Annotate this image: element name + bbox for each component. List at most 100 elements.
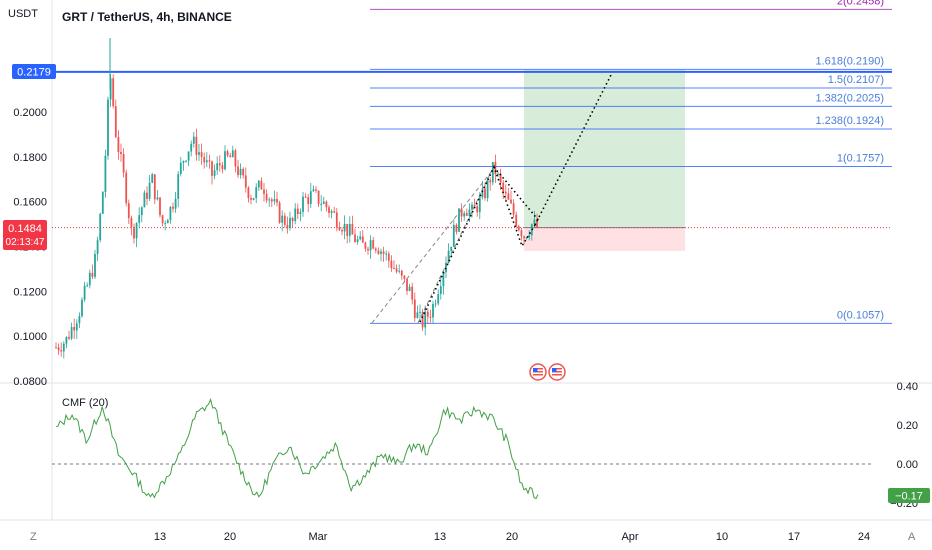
candle-body bbox=[395, 268, 398, 272]
candle-body bbox=[203, 156, 206, 163]
candle-body bbox=[114, 106, 117, 138]
candle-body bbox=[463, 213, 466, 217]
last-price-badge: 0.1484 02:13:47 bbox=[3, 220, 47, 250]
candle-body bbox=[465, 213, 468, 216]
candle-body bbox=[75, 323, 78, 331]
candle-body bbox=[515, 214, 518, 227]
fibonacci-extension[interactable]: 2(0.2458) 1.618(0.2190) 1.5(0.2107) 1.382(0… bbox=[370, 0, 892, 324]
candle-body bbox=[179, 162, 182, 175]
candle-body bbox=[94, 254, 96, 277]
candle-body bbox=[523, 236, 525, 239]
candle-body bbox=[299, 211, 302, 215]
candle-body bbox=[265, 194, 268, 201]
candle-body bbox=[192, 136, 195, 144]
price-tick-label: 0.2000 bbox=[13, 107, 47, 119]
candle-body bbox=[161, 215, 164, 224]
candle-body bbox=[359, 236, 362, 240]
candle-body bbox=[330, 211, 333, 213]
economic-events[interactable] bbox=[529, 363, 566, 381]
candle-body bbox=[504, 191, 507, 194]
candle-body bbox=[315, 189, 317, 191]
harmonic-pattern-2[interactable] bbox=[493, 166, 541, 223]
us-flag-icon[interactable] bbox=[548, 363, 566, 381]
candle-body bbox=[237, 166, 239, 176]
channel-line-upper[interactable] bbox=[371, 166, 496, 324]
timezone-button[interactable]: Z bbox=[30, 531, 37, 543]
candle-body bbox=[458, 208, 460, 232]
candle-body bbox=[65, 336, 68, 344]
candle-body bbox=[127, 203, 130, 218]
candle-body bbox=[486, 180, 489, 199]
high-price-label: 0.2179 bbox=[17, 67, 51, 79]
candle-body bbox=[471, 204, 473, 210]
candle-body bbox=[424, 311, 427, 328]
candle-body bbox=[263, 189, 265, 195]
candle-body bbox=[481, 188, 484, 198]
pattern-drawings[interactable] bbox=[371, 72, 613, 324]
candle-body bbox=[374, 248, 377, 251]
time-tick-label: 20 bbox=[506, 531, 518, 543]
candle-body bbox=[460, 208, 463, 217]
candle-body bbox=[239, 168, 242, 176]
candle-body bbox=[283, 215, 286, 225]
candle-body bbox=[125, 172, 128, 204]
price-axis[interactable]: 0.08000.10000.12000.14000.16000.18000.20… bbox=[13, 107, 47, 388]
time-tick-label: 13 bbox=[154, 531, 166, 543]
candle-body bbox=[434, 303, 437, 305]
candle-body bbox=[408, 286, 411, 292]
candle-body bbox=[473, 204, 476, 207]
candle-body bbox=[328, 207, 330, 213]
candle-body bbox=[244, 175, 247, 188]
high-price-badge: 0.2179 bbox=[12, 64, 56, 79]
candle-body bbox=[335, 212, 338, 228]
candle-body bbox=[122, 154, 125, 173]
candle-body bbox=[536, 219, 538, 228]
candle-body bbox=[273, 199, 276, 202]
harmonic-pattern[interactable] bbox=[419, 164, 536, 323]
candle-body bbox=[159, 197, 161, 216]
candle-body bbox=[468, 209, 471, 216]
candle-body bbox=[148, 182, 151, 199]
candle-body bbox=[520, 230, 523, 237]
candle-body bbox=[380, 251, 382, 254]
candle-body bbox=[73, 327, 76, 331]
candle-body bbox=[445, 262, 447, 273]
target-zone[interactable] bbox=[524, 69, 685, 228]
time-axis[interactable]: 13 20 Mar 13 20 Apr 10 17 24 bbox=[154, 531, 870, 543]
candle-body bbox=[512, 203, 515, 215]
candle-body bbox=[377, 250, 380, 254]
candle-body bbox=[250, 198, 252, 200]
candle-body bbox=[242, 168, 245, 176]
candle-body bbox=[151, 174, 154, 183]
us-flag-icon[interactable] bbox=[529, 363, 547, 381]
cmf-value-badge: −0.17 bbox=[888, 488, 930, 503]
candle-body bbox=[400, 270, 403, 276]
price-tick-label: 0.1200 bbox=[13, 286, 47, 298]
candle-body bbox=[270, 199, 273, 202]
candle-body bbox=[198, 152, 200, 155]
candle-body bbox=[104, 155, 107, 192]
candle-body bbox=[450, 246, 453, 251]
candle-body bbox=[278, 202, 281, 223]
candle-body bbox=[382, 251, 385, 254]
candle-body bbox=[96, 240, 99, 255]
candle-body bbox=[101, 191, 104, 214]
candle-body bbox=[439, 286, 442, 295]
candle-body bbox=[421, 311, 424, 328]
price-tick-label: 0.1800 bbox=[13, 152, 47, 164]
channel-line-lower[interactable] bbox=[417, 169, 493, 324]
stop-zone[interactable] bbox=[524, 227, 685, 251]
candle-body bbox=[302, 196, 304, 212]
candle-body bbox=[429, 316, 432, 318]
candle-body bbox=[502, 182, 505, 192]
candle-body bbox=[185, 160, 187, 162]
cmf-line[interactable] bbox=[55, 397, 539, 500]
auto-scale-button[interactable]: A bbox=[908, 531, 916, 543]
time-tick-label: Mar bbox=[309, 531, 328, 543]
target-projection[interactable] bbox=[534, 72, 613, 226]
candle-body bbox=[398, 270, 401, 272]
fib-level-label: 1.618(0.2190) bbox=[816, 55, 885, 67]
candle-body bbox=[195, 136, 198, 155]
candle-body bbox=[276, 199, 278, 203]
candle-body bbox=[78, 316, 81, 324]
